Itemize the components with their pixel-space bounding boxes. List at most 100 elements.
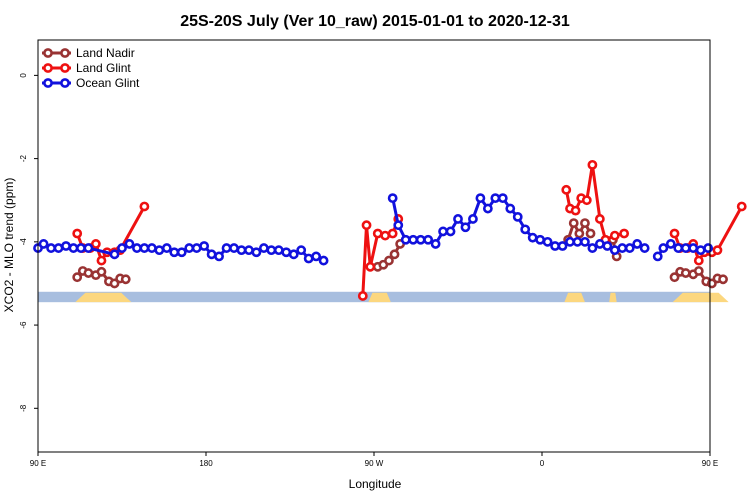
ocean-glint-point (587, 243, 598, 253)
legend-swatch-marker (60, 78, 70, 88)
land-nadir-point (389, 249, 400, 260)
land-nadir-point (574, 228, 585, 239)
land-nadir-point (568, 218, 579, 229)
land-glint-point (669, 228, 680, 239)
land-nadir-point (72, 272, 83, 283)
ocean-glint-point (281, 247, 292, 258)
ocean-glint-point (318, 255, 329, 266)
ocean-glint-point (68, 243, 79, 253)
ocean-glint-point (387, 193, 398, 204)
ocean-glint-point (303, 253, 314, 264)
x-tick-label-0: 90 E (30, 459, 46, 468)
land-glint-point (736, 201, 747, 212)
legend-label-land-nadir: Land Nadir (76, 46, 135, 60)
ocean-glint-point (688, 243, 699, 253)
ocean-glint-point (184, 243, 195, 253)
land-glint-point (693, 255, 704, 266)
land-glint-point (587, 159, 598, 170)
ocean-glint-point (475, 193, 486, 204)
ocean-glint-point (703, 243, 714, 253)
ocean-glint-point (146, 243, 157, 253)
land-glint-point (139, 201, 150, 212)
ocean-glint-point (169, 247, 180, 258)
ocean-glint-point (658, 243, 669, 253)
ocean-glint-point (535, 234, 546, 245)
ocean-glint-point (415, 234, 426, 245)
ocean-glint-point (565, 236, 575, 247)
land-region-0 (75, 292, 132, 303)
land-nadir-point (580, 218, 590, 229)
land-nadir-point (83, 268, 94, 278)
land-glint-point (380, 230, 391, 241)
land-glint-point (609, 230, 620, 241)
y-tick-label-2: -4 (19, 238, 28, 246)
legend-item-land-nadir: Land Nadir (42, 46, 135, 60)
ocean-glint-point (251, 247, 262, 258)
series-layer (33, 159, 747, 301)
land-glint-point (365, 261, 376, 272)
ocean-glint-point (468, 214, 478, 224)
land-region-4 (672, 292, 729, 303)
ocean-glint-point (632, 239, 643, 249)
ocean-glint-point (652, 251, 663, 262)
ocean-glint-point (214, 251, 224, 262)
ocean-glint-point (76, 243, 86, 253)
ocean-glint-point (639, 243, 650, 253)
y-tick-label-1: -2 (19, 155, 28, 163)
land-glint-point (72, 228, 83, 239)
ocean-glint-point (244, 245, 254, 256)
ocean-glint-point (542, 236, 553, 247)
ocean-glint-point (124, 239, 135, 249)
ocean-glint-point (117, 243, 127, 253)
ocean-glint-point (311, 251, 322, 262)
ocean-glint-point (482, 203, 493, 214)
series-land-glint (72, 159, 747, 301)
legend-item-ocean-glint: Ocean Glint (42, 76, 140, 90)
land-nadir-point (96, 266, 107, 277)
ocean-glint-point (445, 226, 456, 237)
land-nadir-point (718, 274, 728, 285)
ocean-glint-point (438, 226, 448, 237)
land-nadir-point (680, 268, 691, 278)
ocean-glint-point (453, 214, 463, 224)
land-glint-point (96, 255, 107, 266)
ocean-glint-point (490, 193, 501, 204)
x-axis-label: Longitude (349, 477, 402, 491)
ocean-glint-point (46, 243, 56, 253)
ocean-glint-point (191, 243, 202, 253)
land-glint-point (90, 239, 101, 249)
ocean-glint-point (580, 236, 590, 247)
land-glint-point (372, 228, 383, 239)
legend-swatch-marker (43, 78, 53, 88)
land-glint-point (712, 245, 723, 256)
land-glint-point (561, 184, 572, 195)
series-ocean-glint (33, 193, 714, 266)
ocean-glint-point (199, 241, 210, 251)
y-axis: 0 -2 -4 -6 -8 (19, 73, 38, 412)
legend-item-land-glint: Land Glint (42, 61, 131, 75)
legend-label-ocean-glint: Ocean Glint (76, 76, 140, 90)
land-nadir-point (120, 274, 131, 285)
ocean-glint-point (665, 239, 676, 249)
ocean-glint-point (624, 243, 635, 253)
ocean-glint-point (161, 243, 172, 253)
ocean-glint-point (109, 249, 120, 260)
land-region-2 (564, 292, 585, 303)
ocean-glint-point (423, 234, 434, 245)
land-glint-point (361, 220, 372, 231)
ocean-glint-point (38, 239, 49, 249)
x-tick-label-2: 90 W (365, 459, 384, 468)
ocean-glint-point (176, 247, 187, 258)
land-glint-point (387, 228, 398, 239)
ocean-glint-point (53, 243, 64, 253)
ocean-glint-point (572, 236, 583, 247)
x-tick-label-4: 90 E (702, 459, 718, 468)
land-region-1 (368, 292, 391, 303)
ocean-glint-point (430, 239, 441, 249)
ocean-glint-point (527, 232, 538, 243)
land-nadir-point (384, 255, 394, 266)
ocean-glint-point (673, 243, 684, 253)
chart-title: 25S-20S July (Ver 10_raw) 2015-01-01 to … (180, 13, 570, 30)
land-nadir-point (109, 278, 120, 289)
